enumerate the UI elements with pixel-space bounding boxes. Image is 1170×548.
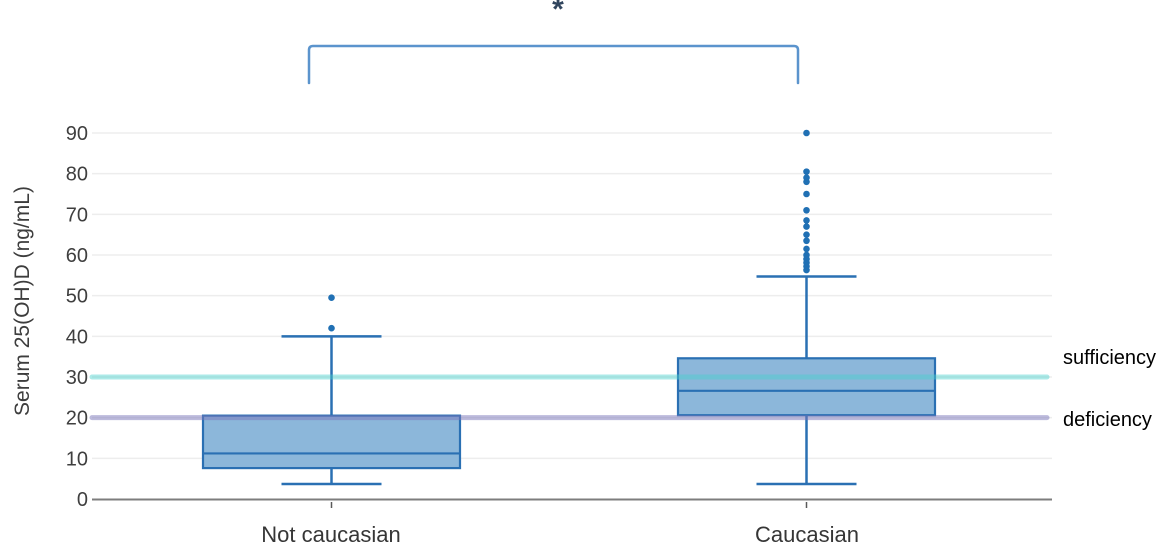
y-tick-label: 40 (66, 326, 88, 348)
y-tick-label: 70 (66, 204, 88, 226)
y-tick-label: 10 (66, 448, 88, 470)
outlier-dot (803, 206, 810, 214)
y-axis-title: Serum 25(OH)D (ng/mL) (11, 186, 34, 416)
box-not-caucasian (201, 414, 462, 470)
sufficiency-line-label: sufficiency (1063, 347, 1157, 369)
y-tick-label: 90 (66, 123, 88, 145)
box-caucasian (676, 357, 937, 417)
outlier-dot (803, 231, 810, 238)
y-tick-label: 30 (66, 367, 88, 389)
outlier-dot (803, 129, 810, 137)
x-category-label-not-caucasian: Not caucasian (261, 522, 401, 547)
y-tick-label: 50 (66, 286, 88, 308)
outlier-dot (803, 237, 810, 245)
y-tick-label: 60 (66, 245, 88, 267)
outlier-dot (803, 251, 810, 259)
outlier-dot (328, 294, 335, 301)
y-tick-label: 80 (66, 164, 88, 186)
x-category-label-caucasian: Caucasian (755, 522, 859, 547)
significance-bracket (307, 44, 800, 85)
outlier-dot (803, 190, 810, 198)
y-tick-label: 20 (66, 408, 88, 430)
outlier-dot (803, 174, 810, 182)
outlier-dot (803, 223, 810, 230)
y-tick-label: 0 (77, 489, 88, 511)
deficiency-line-label: deficiency (1063, 409, 1152, 431)
outlier-dot (803, 245, 810, 253)
significance-asterisk: * (552, 0, 564, 26)
outlier-dot (328, 324, 335, 332)
outlier-dot (803, 168, 810, 175)
outlier-dot (803, 217, 810, 224)
